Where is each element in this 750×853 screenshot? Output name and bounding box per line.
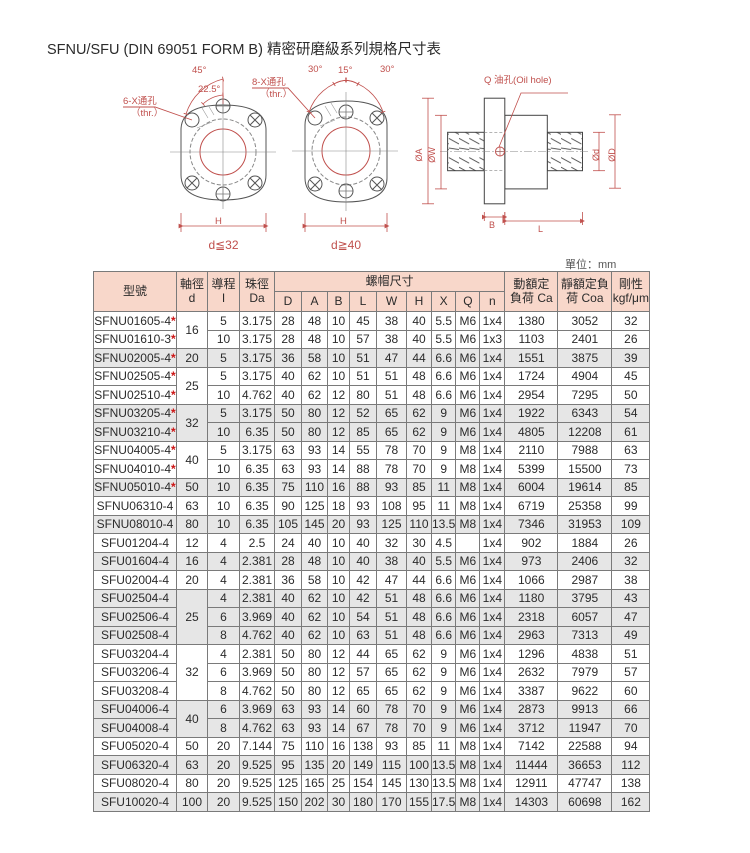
svg-text:ØD: ØD <box>607 148 617 162</box>
svg-text:H: H <box>215 216 222 227</box>
svg-text:6-X通孔: 6-X通孔 <box>123 96 157 107</box>
svg-text:Ød: Ød <box>591 149 601 161</box>
svg-text:22.5°: 22.5° <box>198 84 220 95</box>
svg-text:（thr.）: （thr.） <box>131 107 163 119</box>
svg-text:ØW: ØW <box>427 147 437 163</box>
svg-text:Q 油孔(Oil hole): Q 油孔(Oil hole) <box>484 74 552 86</box>
svg-text:30°: 30° <box>380 64 395 75</box>
svg-text:15°: 15° <box>338 65 353 76</box>
svg-text:（thr.）: （thr.） <box>260 88 292 100</box>
svg-text:30°: 30° <box>308 64 323 75</box>
svg-text:ØA: ØA <box>414 148 424 161</box>
svg-text:45°: 45° <box>192 65 207 76</box>
svg-text:B: B <box>489 220 495 230</box>
svg-text:H: H <box>340 216 347 227</box>
svg-text:8-X通孔: 8-X通孔 <box>252 77 286 88</box>
svg-text:L: L <box>538 224 543 234</box>
